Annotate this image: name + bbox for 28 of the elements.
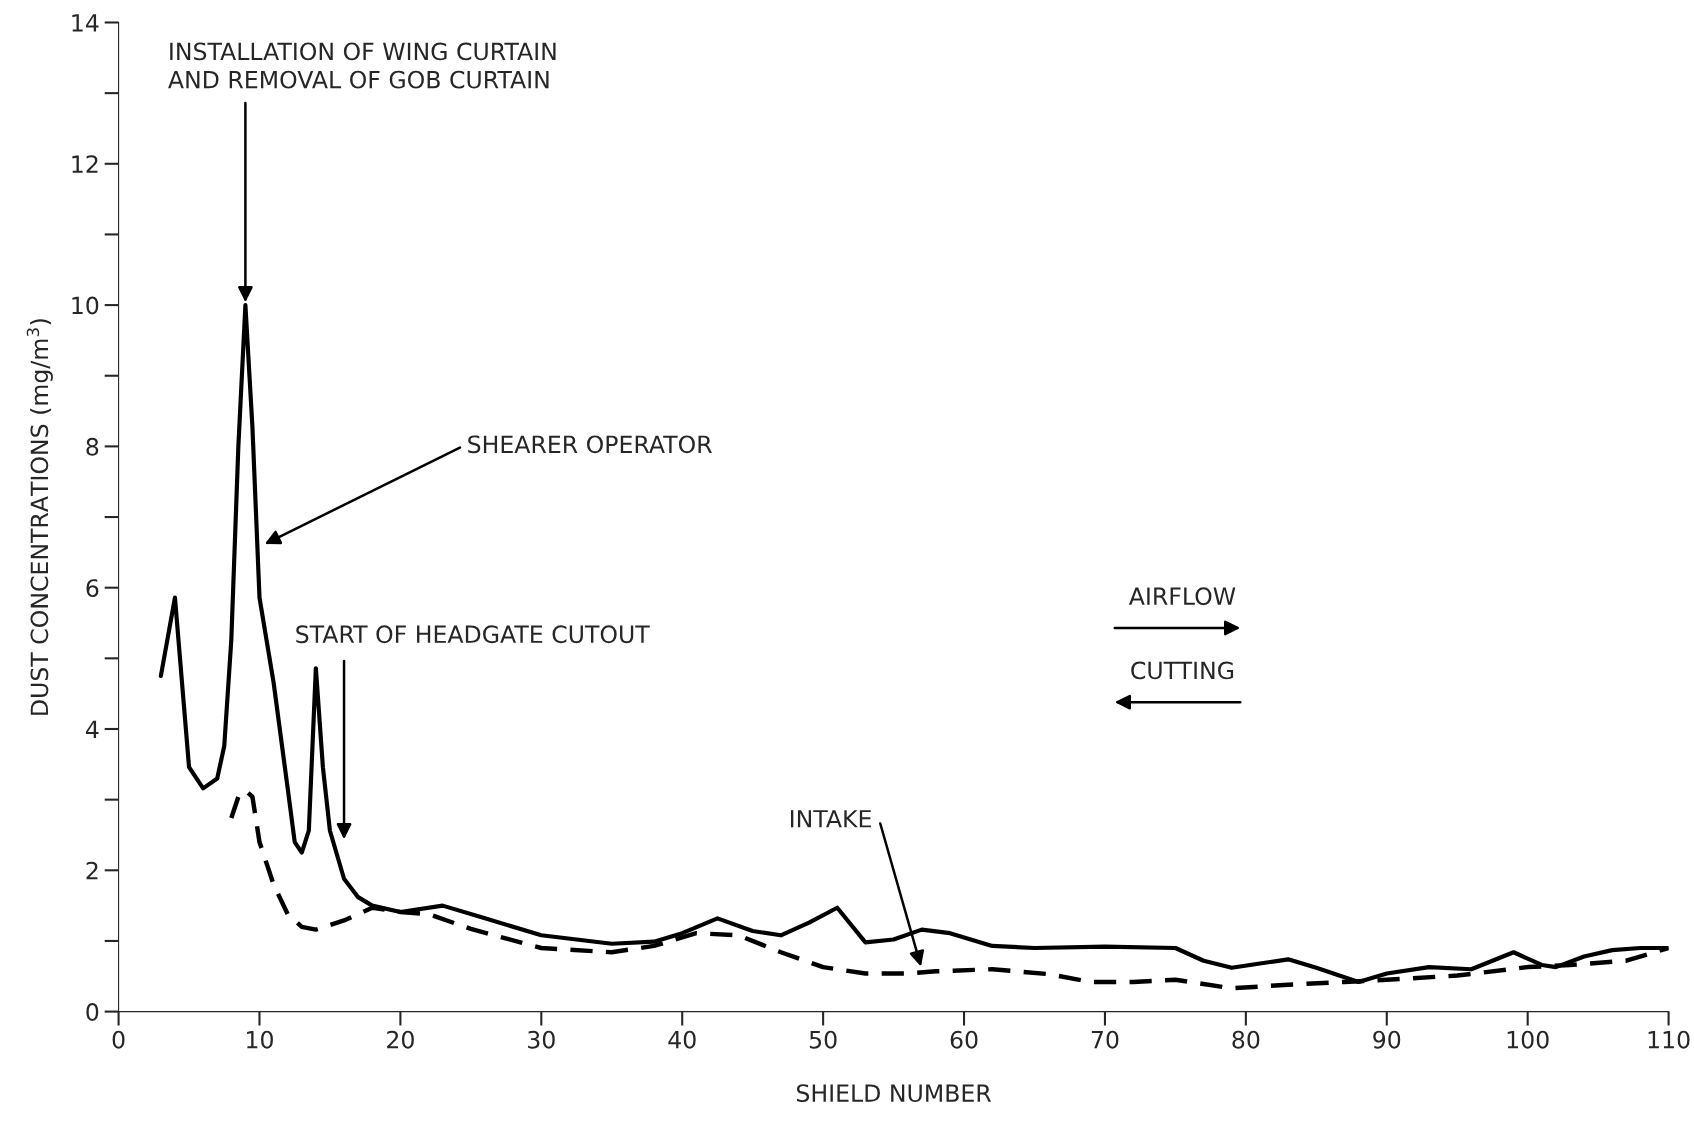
annotation: SHEARER OPERATOR — [468, 435, 712, 454]
x-tick-label: 100 — [1507, 1030, 1549, 1049]
y-tick-label: 12 — [72, 155, 98, 173]
annotation: AIRFLOW — [1128, 587, 1236, 606]
y-axis-title: DUST CONCENTRATIONS (mg/m$^{3}$) — [26, 319, 53, 715]
y-tick-label: 4 — [85, 720, 99, 738]
y-tick-label: 0 — [86, 1003, 99, 1021]
x-tick-label: 110 — [1648, 1030, 1690, 1049]
y-tick-label: 2 — [86, 861, 98, 880]
y-tick-label: 14 — [72, 14, 99, 32]
annotation: START OF HEADGATE CUTOUT — [296, 625, 650, 644]
x-tick-label: 10 — [247, 1030, 273, 1049]
x-tick-label: 20 — [387, 1030, 414, 1049]
x-tick-label: 50 — [809, 1030, 837, 1049]
x-tick-label: 60 — [950, 1030, 978, 1049]
y-tick-label: 10 — [72, 296, 99, 315]
annotation: INTAKE — [790, 810, 871, 828]
x-axis-title: SHIELD NUMBER — [796, 1084, 992, 1103]
annotation: INSTALLATION OF WING CURTAIN AND REMOVAL OF GOB CURTAIN — [168, 42, 556, 89]
x-tick-label: 70 — [1091, 1030, 1119, 1049]
annotation: CUTTING — [1131, 661, 1234, 680]
x-tick-label: 80 — [1232, 1030, 1260, 1049]
x-tick-label: 90 — [1373, 1030, 1401, 1049]
x-tick-label: 40 — [668, 1030, 696, 1049]
x-tick-label: 0 — [112, 1030, 125, 1049]
x-tick-label: 30 — [528, 1030, 555, 1049]
y-tick-label: 6 — [86, 579, 99, 597]
y-tick-label: 8 — [86, 437, 99, 456]
